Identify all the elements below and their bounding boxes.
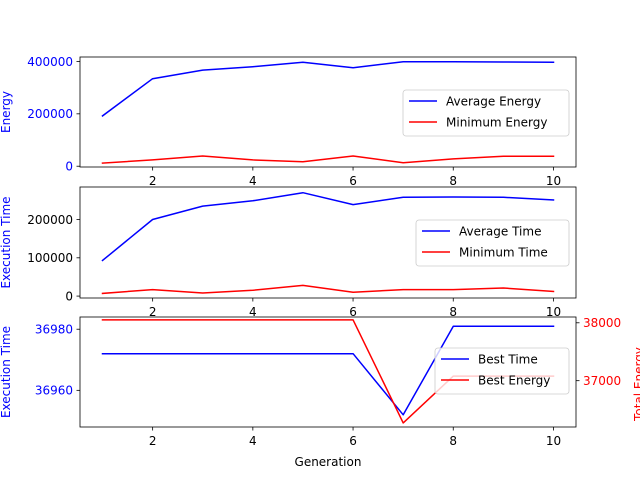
series-line-minimum-energy [101, 155, 555, 164]
subplot-2: 2 4 6 8 10 0 100000 200000 Execution Time Average… [0, 186, 577, 319]
charts: 2 4 6 8 10 0 200000 400000 Energy Average Energy M… [0, 55, 640, 469]
y-tick-label: 200000 [27, 107, 73, 121]
x-tick-label: 6 [349, 434, 357, 448]
x-tick-label: 8 [449, 174, 457, 188]
y2-tick-label: 37000 [583, 374, 621, 388]
x-tick-label: 4 [249, 174, 257, 188]
x-tick-label: 6 [349, 305, 357, 319]
x-tick-label: 10 [546, 174, 561, 188]
subplot-1: 2 4 6 8 10 0 200000 400000 Energy Average Energy M… [0, 55, 577, 188]
legend-entry: Average Energy [446, 95, 541, 109]
x-tick-label: 10 [546, 305, 561, 319]
y-tick-label: 0 [65, 160, 73, 174]
y-tick-label: 400000 [27, 55, 73, 69]
y-axis-label: Energy [0, 91, 13, 133]
y2-tick-label: 38000 [583, 316, 621, 330]
y-tick-label: 100000 [27, 251, 73, 265]
legend-entry: Best Energy [478, 374, 550, 388]
y-tick-label: 36960 [35, 384, 73, 398]
y-tick-label: 200000 [27, 213, 73, 227]
x-tick-label: 2 [149, 434, 157, 448]
x-tick-label: 10 [546, 434, 561, 448]
legend-entry: Average Time [459, 225, 541, 239]
y-tick-label: 36980 [35, 323, 73, 337]
axes-frame [79, 56, 577, 168]
x-tick-label: 2 [149, 305, 157, 319]
x-tick-label: 8 [449, 305, 457, 319]
y-axis-label: Execution Time [0, 326, 13, 418]
x-tick-label: 6 [349, 174, 357, 188]
legend-entry: Minimum Energy [446, 116, 547, 130]
y-axis-label: Execution Time [0, 196, 13, 288]
subplot-3: 2 4 6 8 10 36960 36980 37000 38000 Execution Time… [0, 316, 640, 469]
series-line-best-time [101, 325, 555, 416]
legend-entry: Minimum Time [459, 246, 548, 260]
legend: Average Energy Minimum Energy [402, 89, 570, 137]
x-tick-label: 4 [249, 434, 257, 448]
legend-box [415, 219, 570, 267]
legend: Average Time Minimum Time [415, 219, 570, 267]
y2-axis-label: Total Energy [632, 347, 640, 422]
legend-box [402, 89, 570, 137]
axes-frame [79, 316, 577, 428]
y-tick-label: 0 [65, 289, 73, 303]
axes-frame [79, 186, 577, 299]
legend-entry: Best Time [478, 353, 538, 367]
x-tick-label: 8 [449, 434, 457, 448]
x-tick-label: 4 [249, 305, 257, 319]
series-line-average-energy [101, 60, 555, 117]
series-line-minimum-time [101, 284, 555, 295]
x-axis-label: Generation [295, 455, 362, 469]
x-tick-label: 2 [149, 174, 157, 188]
legend: Best Time Best Energy [434, 347, 570, 395]
series-line-average-time [101, 191, 555, 262]
